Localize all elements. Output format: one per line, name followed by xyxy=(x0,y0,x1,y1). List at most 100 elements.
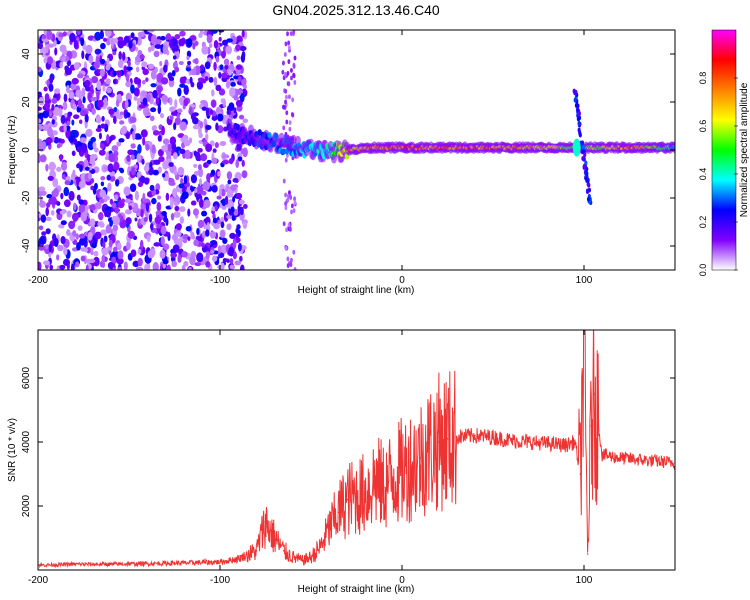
noise-speckle xyxy=(238,199,245,205)
noise-speckle xyxy=(201,45,209,55)
noise-streak-speckle xyxy=(282,60,285,66)
snr-data-point xyxy=(492,436,494,439)
noise-speckle xyxy=(212,217,218,224)
noise-speckle xyxy=(222,237,228,244)
noise-speckle xyxy=(160,225,167,235)
noise-speckle xyxy=(233,107,237,114)
noise-speckle xyxy=(107,182,112,192)
noise-speckle xyxy=(59,44,67,53)
snr-data-point xyxy=(594,393,596,395)
spectral-line-mark xyxy=(672,145,675,149)
noise-speckle xyxy=(66,210,72,218)
noise-streak-speckle xyxy=(286,256,290,262)
snr-data-point xyxy=(428,447,431,450)
noise-speckle xyxy=(125,112,131,118)
noise-speckle xyxy=(83,159,89,167)
snr-y-axis-label: SNR (10 * v/v) xyxy=(7,418,18,482)
noise-speckle xyxy=(225,80,231,89)
noise-speckle xyxy=(188,266,192,270)
noise-speckle xyxy=(149,184,155,192)
noise-speckle xyxy=(172,55,177,60)
noise-speckle xyxy=(172,244,180,253)
snr-data-point xyxy=(110,563,112,566)
noise-speckle xyxy=(137,143,142,154)
noise-speckle xyxy=(109,198,114,205)
noise-speckle xyxy=(168,162,174,167)
noise-speckle xyxy=(162,259,169,265)
noise-speckle xyxy=(48,110,53,118)
noise-speckle xyxy=(97,221,101,227)
noise-speckle xyxy=(73,138,78,146)
noise-streak-speckle xyxy=(292,72,296,78)
noise-speckle xyxy=(60,220,67,226)
noise-speckle xyxy=(232,251,237,260)
noise-speckle xyxy=(223,58,230,66)
noise-speckle xyxy=(205,250,210,260)
noise-speckle xyxy=(126,154,131,162)
noise-speckle xyxy=(41,140,47,150)
noise-streak-speckle xyxy=(293,267,297,270)
noise-speckle xyxy=(214,142,219,149)
noise-speckle xyxy=(118,59,124,69)
noise-speckle xyxy=(38,261,42,270)
snr-data-point xyxy=(446,438,449,440)
noise-speckle xyxy=(87,104,91,112)
noise-speckle xyxy=(226,38,233,43)
noise-speckle xyxy=(216,219,222,224)
noise-speckle xyxy=(71,77,79,85)
noise-speckle xyxy=(94,31,102,41)
noise-speckle xyxy=(234,260,242,266)
noise-speckle xyxy=(211,157,218,164)
noise-speckle xyxy=(59,61,63,69)
noise-speckle xyxy=(130,143,136,149)
figure-title: GN04.2025.312.13.46.C40 xyxy=(272,2,440,18)
noise-speckle xyxy=(127,60,131,67)
noise-speckle xyxy=(220,188,226,197)
snr-data-point xyxy=(273,537,276,539)
noise-speckle xyxy=(134,217,138,222)
noise-speckle xyxy=(157,195,162,200)
noise-speckle xyxy=(217,125,224,134)
noise-speckle xyxy=(200,153,208,162)
noise-speckle xyxy=(113,194,119,200)
noise-speckle xyxy=(100,42,106,50)
noise-speckle xyxy=(70,82,75,90)
noise-speckle xyxy=(218,72,222,79)
noise-streak-speckle xyxy=(284,205,288,211)
noise-speckle xyxy=(88,165,93,171)
snr-data-point xyxy=(586,553,589,555)
noise-speckle xyxy=(46,202,51,208)
noise-streak-speckle xyxy=(291,97,295,103)
snr-data-point xyxy=(656,460,658,463)
noise-speckle xyxy=(117,266,123,270)
noise-speckle xyxy=(90,177,95,184)
noise-speckle xyxy=(196,185,204,195)
noise-speckle xyxy=(200,64,205,71)
noise-speckle xyxy=(220,221,225,229)
noise-speckle xyxy=(178,38,186,47)
noise-speckle xyxy=(151,197,157,205)
snr-data-point xyxy=(146,562,148,565)
noise-speckle xyxy=(142,192,146,203)
noise-speckle xyxy=(219,64,224,71)
noise-streak-speckle xyxy=(287,81,291,87)
noise-speckle xyxy=(147,46,152,53)
noise-speckle xyxy=(226,171,233,180)
noise-speckle xyxy=(121,198,126,203)
noise-speckle xyxy=(169,198,174,209)
noise-speckle xyxy=(238,114,245,120)
noise-speckle xyxy=(102,85,106,92)
noise-speckle xyxy=(157,87,162,97)
noise-speckle xyxy=(119,111,124,116)
noise-speckle xyxy=(153,50,160,58)
noise-speckle xyxy=(91,75,99,84)
noise-speckle xyxy=(241,30,245,38)
noise-speckle xyxy=(221,72,228,79)
noise-speckle xyxy=(161,125,165,136)
noise-speckle xyxy=(96,80,102,91)
noise-speckle xyxy=(153,242,161,247)
noise-speckle xyxy=(174,98,178,109)
noise-speckle xyxy=(44,93,50,102)
noise-speckle xyxy=(199,198,204,209)
noise-speckle xyxy=(45,228,51,235)
